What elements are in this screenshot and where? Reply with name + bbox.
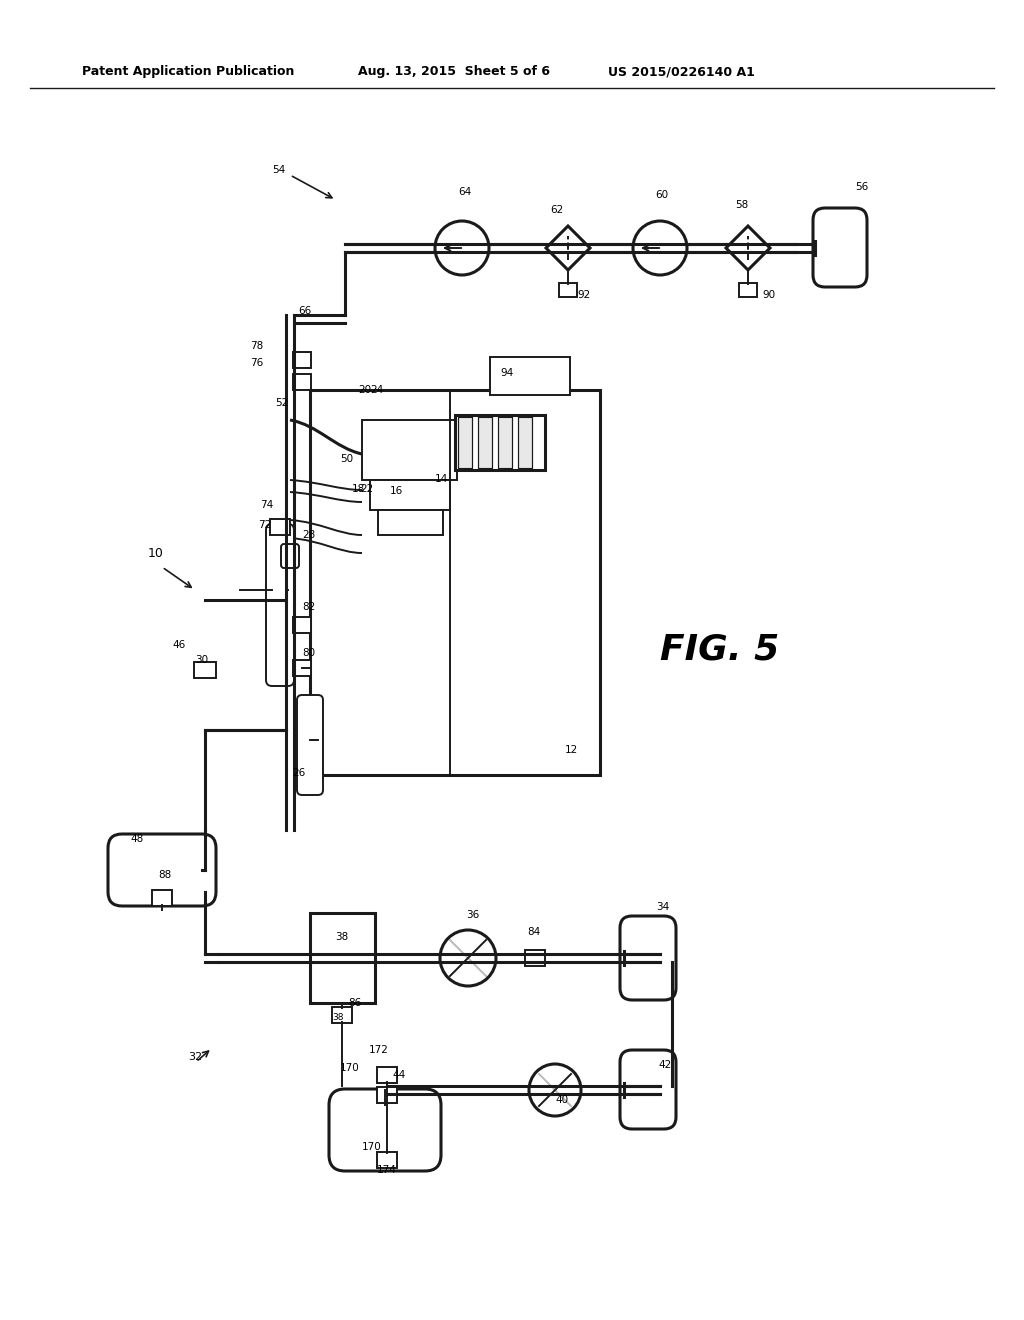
FancyBboxPatch shape (739, 282, 757, 297)
Text: Aug. 13, 2015  Sheet 5 of 6: Aug. 13, 2015 Sheet 5 of 6 (358, 66, 550, 78)
Text: 172: 172 (369, 1045, 389, 1055)
Text: 20: 20 (358, 385, 371, 395)
Text: 84: 84 (527, 927, 541, 937)
Bar (455, 414, 545, 470)
Text: 86: 86 (348, 998, 361, 1008)
FancyBboxPatch shape (293, 374, 311, 389)
Text: 32: 32 (188, 1052, 202, 1063)
Text: 64: 64 (458, 187, 471, 197)
FancyBboxPatch shape (559, 282, 577, 297)
Text: 46: 46 (172, 640, 185, 649)
Bar (370, 480, 450, 510)
Text: 58: 58 (735, 201, 749, 210)
Circle shape (435, 220, 489, 275)
Polygon shape (546, 226, 590, 271)
FancyBboxPatch shape (194, 663, 216, 678)
Polygon shape (726, 226, 770, 271)
Text: Patent Application Publication: Patent Application Publication (82, 66, 294, 78)
Text: 72: 72 (258, 520, 271, 531)
FancyBboxPatch shape (152, 890, 172, 906)
Circle shape (440, 931, 496, 986)
Bar (362, 420, 457, 480)
Bar (490, 356, 570, 395)
Text: 170: 170 (340, 1063, 359, 1073)
FancyBboxPatch shape (525, 950, 545, 966)
Text: 66: 66 (298, 306, 311, 315)
Text: 12: 12 (565, 744, 579, 755)
Text: 62: 62 (550, 205, 563, 215)
Text: 26: 26 (292, 768, 305, 777)
FancyBboxPatch shape (281, 544, 299, 568)
Bar (310, 389, 600, 775)
FancyBboxPatch shape (329, 1089, 441, 1171)
Text: 38: 38 (332, 1012, 343, 1022)
FancyBboxPatch shape (297, 696, 323, 795)
Text: 76: 76 (250, 358, 263, 368)
Text: 92: 92 (577, 290, 590, 300)
FancyBboxPatch shape (620, 1049, 676, 1129)
Bar (498, 417, 512, 469)
FancyBboxPatch shape (108, 834, 216, 906)
Text: 30: 30 (195, 655, 208, 665)
Text: 38: 38 (335, 932, 348, 942)
Text: 56: 56 (855, 182, 868, 191)
Bar (310, 913, 375, 1003)
Circle shape (633, 220, 687, 275)
Text: 54: 54 (272, 165, 286, 176)
FancyBboxPatch shape (266, 524, 294, 686)
FancyBboxPatch shape (293, 616, 311, 634)
Text: 16: 16 (390, 486, 403, 496)
Text: 82: 82 (302, 602, 315, 612)
FancyBboxPatch shape (377, 1152, 397, 1168)
Text: 42: 42 (658, 1060, 672, 1071)
Text: FIG. 5: FIG. 5 (660, 634, 779, 667)
FancyBboxPatch shape (377, 1067, 397, 1082)
Text: 34: 34 (656, 902, 670, 912)
Text: 28: 28 (302, 531, 315, 540)
Text: 18: 18 (352, 484, 366, 494)
Bar (518, 417, 532, 469)
Text: 80: 80 (302, 648, 315, 657)
Bar (458, 417, 472, 469)
Bar (378, 510, 443, 535)
FancyBboxPatch shape (270, 519, 290, 535)
Text: 22: 22 (360, 484, 374, 494)
FancyBboxPatch shape (332, 1007, 352, 1023)
Text: 170: 170 (362, 1142, 382, 1152)
FancyBboxPatch shape (620, 916, 676, 1001)
Text: 10: 10 (148, 546, 164, 560)
Text: 44: 44 (392, 1071, 406, 1080)
Text: 50: 50 (340, 454, 353, 465)
Text: 24: 24 (370, 385, 383, 395)
Text: 14: 14 (435, 474, 449, 484)
Circle shape (529, 1064, 581, 1115)
Bar (478, 417, 492, 469)
Text: 94: 94 (500, 368, 513, 378)
Text: 52: 52 (275, 399, 288, 408)
FancyBboxPatch shape (293, 352, 311, 368)
Text: 88: 88 (158, 870, 171, 880)
FancyBboxPatch shape (813, 209, 867, 286)
Text: US 2015/0226140 A1: US 2015/0226140 A1 (608, 66, 755, 78)
Text: 78: 78 (250, 341, 263, 351)
Text: 174: 174 (377, 1166, 397, 1175)
FancyBboxPatch shape (377, 1086, 397, 1104)
FancyBboxPatch shape (293, 660, 311, 676)
Text: 74: 74 (260, 500, 273, 510)
Text: 40: 40 (555, 1096, 568, 1105)
Text: 90: 90 (762, 290, 775, 300)
Text: 48: 48 (130, 834, 143, 843)
Text: 36: 36 (466, 909, 479, 920)
Text: 60: 60 (655, 190, 668, 201)
